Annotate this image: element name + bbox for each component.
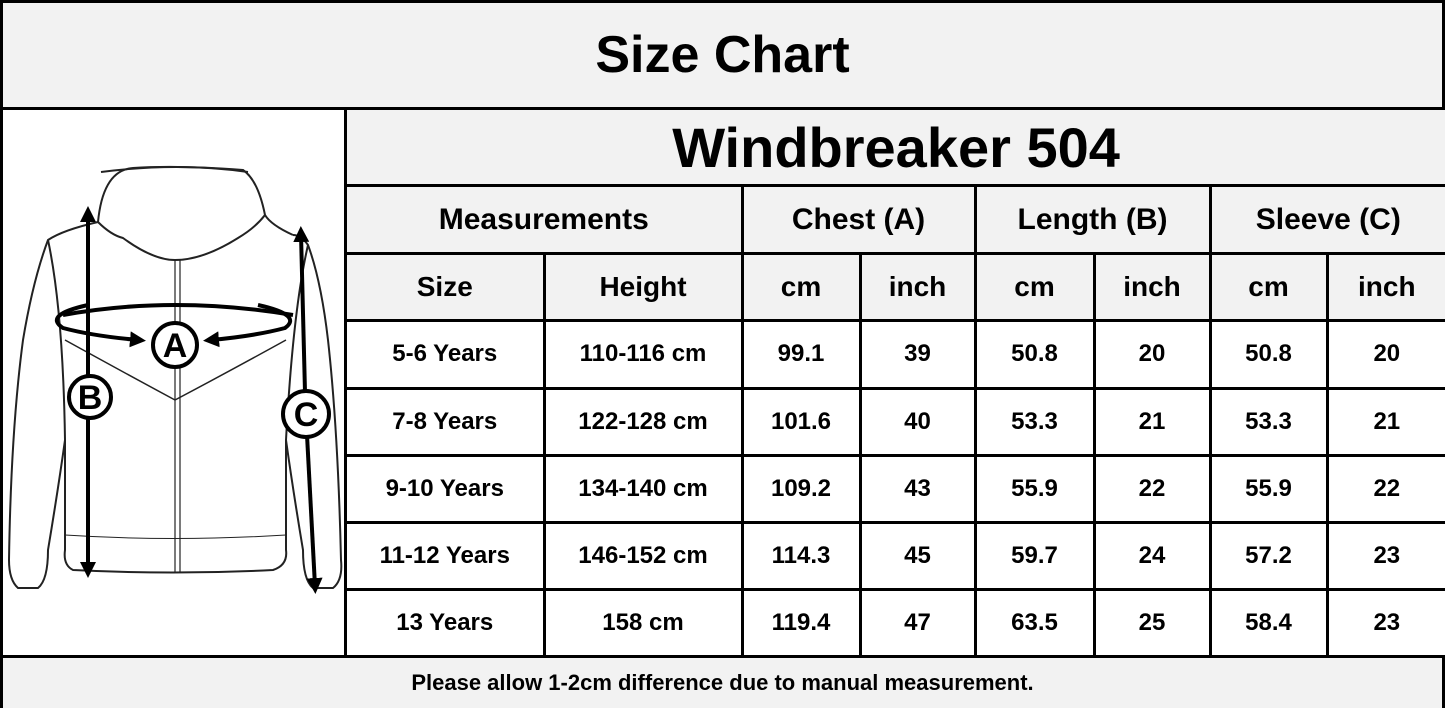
table-cell: 45	[858, 520, 977, 591]
table-cell: 40	[858, 386, 977, 457]
table-cell: 57.2	[1208, 520, 1329, 591]
table-cell: 23	[1325, 520, 1445, 591]
table-cell: 50.8	[1208, 319, 1329, 390]
table-cell: 101.6	[740, 386, 862, 457]
table-cell: 20	[1325, 319, 1445, 390]
table-cell: 158 cm	[542, 587, 744, 655]
table-cell: 5-6 Years	[347, 319, 546, 390]
label-b: B	[78, 379, 103, 417]
size-table: Windbreaker 504 Measurements Chest (A) L…	[347, 110, 1445, 655]
table-cell: 55.9	[1208, 453, 1329, 524]
table-cell: 63.5	[973, 587, 1096, 655]
table-cell: 134-140 cm	[542, 453, 744, 524]
table-cell: 50.8	[973, 319, 1096, 390]
column-header: inch	[1092, 252, 1212, 321]
table-cell: 119.4	[740, 587, 862, 655]
table-cell: 24	[1092, 520, 1212, 591]
table-cell: 21	[1325, 386, 1445, 457]
group-header-length: Length (B)	[973, 184, 1212, 256]
table-cell: 99.1	[740, 319, 862, 390]
table-cell: 110-116 cm	[542, 319, 744, 390]
footer-note: Please allow 1-2cm difference due to man…	[3, 655, 1442, 708]
table-cell: 53.3	[973, 386, 1096, 457]
table-cell: 55.9	[973, 453, 1096, 524]
table-cell: 53.3	[1208, 386, 1329, 457]
label-a: A	[163, 327, 188, 365]
group-header-sleeve: Sleeve (C)	[1208, 184, 1445, 256]
table-cell: 21	[1092, 386, 1212, 457]
table-cell: 109.2	[740, 453, 862, 524]
table-cell: 22	[1325, 453, 1445, 524]
table-cell: 13 Years	[347, 587, 546, 655]
table-cell: 146-152 cm	[542, 520, 744, 591]
table-cell: 9-10 Years	[347, 453, 546, 524]
table-cell: 7-8 Years	[347, 386, 546, 457]
table-row: 11-12 Years 146-152 cm 114.3 45 59.7 24 57.2 23	[347, 520, 1445, 591]
table-cell: 23	[1325, 587, 1445, 655]
table-row: 9-10 Years 134-140 cm 109.2 43 55.9 22 55.9 22	[347, 453, 1445, 524]
table-cell: 114.3	[740, 520, 862, 591]
group-header-measurements: Measurements	[347, 184, 744, 256]
column-header: inch	[1325, 252, 1445, 321]
table-cell: 47	[858, 587, 977, 655]
column-header: cm	[973, 252, 1096, 321]
group-header-chest: Chest (A)	[740, 184, 977, 256]
page-title: Size Chart	[3, 3, 1442, 110]
table-cell: 43	[858, 453, 977, 524]
label-c: C	[294, 396, 319, 434]
table-row: 5-6 Years 110-116 cm 99.1 39 50.8 20 50.8 20	[347, 319, 1445, 390]
table-cell: 39	[858, 319, 977, 390]
column-header: Size	[347, 252, 546, 321]
column-header: inch	[858, 252, 977, 321]
jacket-diagram-icon: A B C	[7, 165, 343, 594]
table-cell: 20	[1092, 319, 1212, 390]
jacket-illustration: A B C	[3, 110, 347, 655]
table-cell: 58.4	[1208, 587, 1329, 655]
table-row: 13 Years 158 cm 119.4 47 63.5 25 58.4 23	[347, 587, 1445, 655]
table-row: 7-8 Years 122-128 cm 101.6 40 53.3 21 53.3 21	[347, 386, 1445, 457]
model-name: Windbreaker 504	[347, 110, 1445, 188]
table-cell: 22	[1092, 453, 1212, 524]
table-cell: 122-128 cm	[542, 386, 744, 457]
table-cell: 59.7	[973, 520, 1096, 591]
column-header: cm	[1208, 252, 1329, 321]
column-header: Height	[542, 252, 744, 321]
table-cell: 11-12 Years	[347, 520, 546, 591]
table-cell: 25	[1092, 587, 1212, 655]
column-header: cm	[740, 252, 862, 321]
